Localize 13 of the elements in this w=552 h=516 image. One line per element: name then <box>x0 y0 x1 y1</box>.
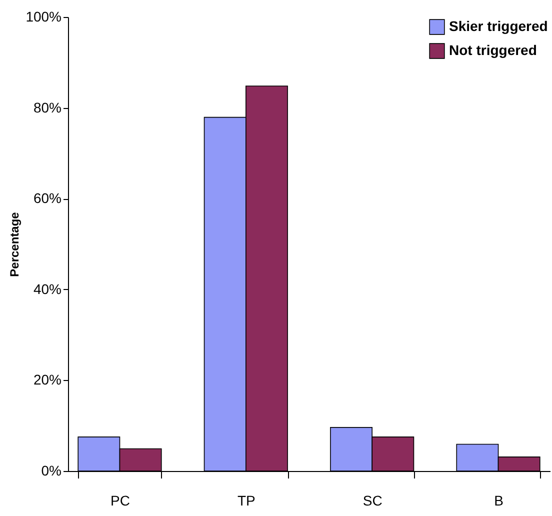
y-tick-label: 80% <box>33 99 62 116</box>
legend-label: Skier triggered <box>449 18 548 34</box>
x-tick-label: PC <box>110 492 130 508</box>
x-tick-label: SC <box>362 492 382 508</box>
y-tick-label: 100% <box>26 8 62 24</box>
y-axis-title: Percentage <box>8 212 22 277</box>
x-tick-label: TP <box>237 492 256 508</box>
legend-label: Not triggered <box>449 42 537 58</box>
x-tick-label: B <box>494 492 504 508</box>
y-tick-label: 60% <box>33 190 62 206</box>
y-tick-label: 0% <box>41 462 62 478</box>
y-tick-label: 40% <box>33 280 62 297</box>
y-tick-label: 20% <box>33 372 62 388</box>
